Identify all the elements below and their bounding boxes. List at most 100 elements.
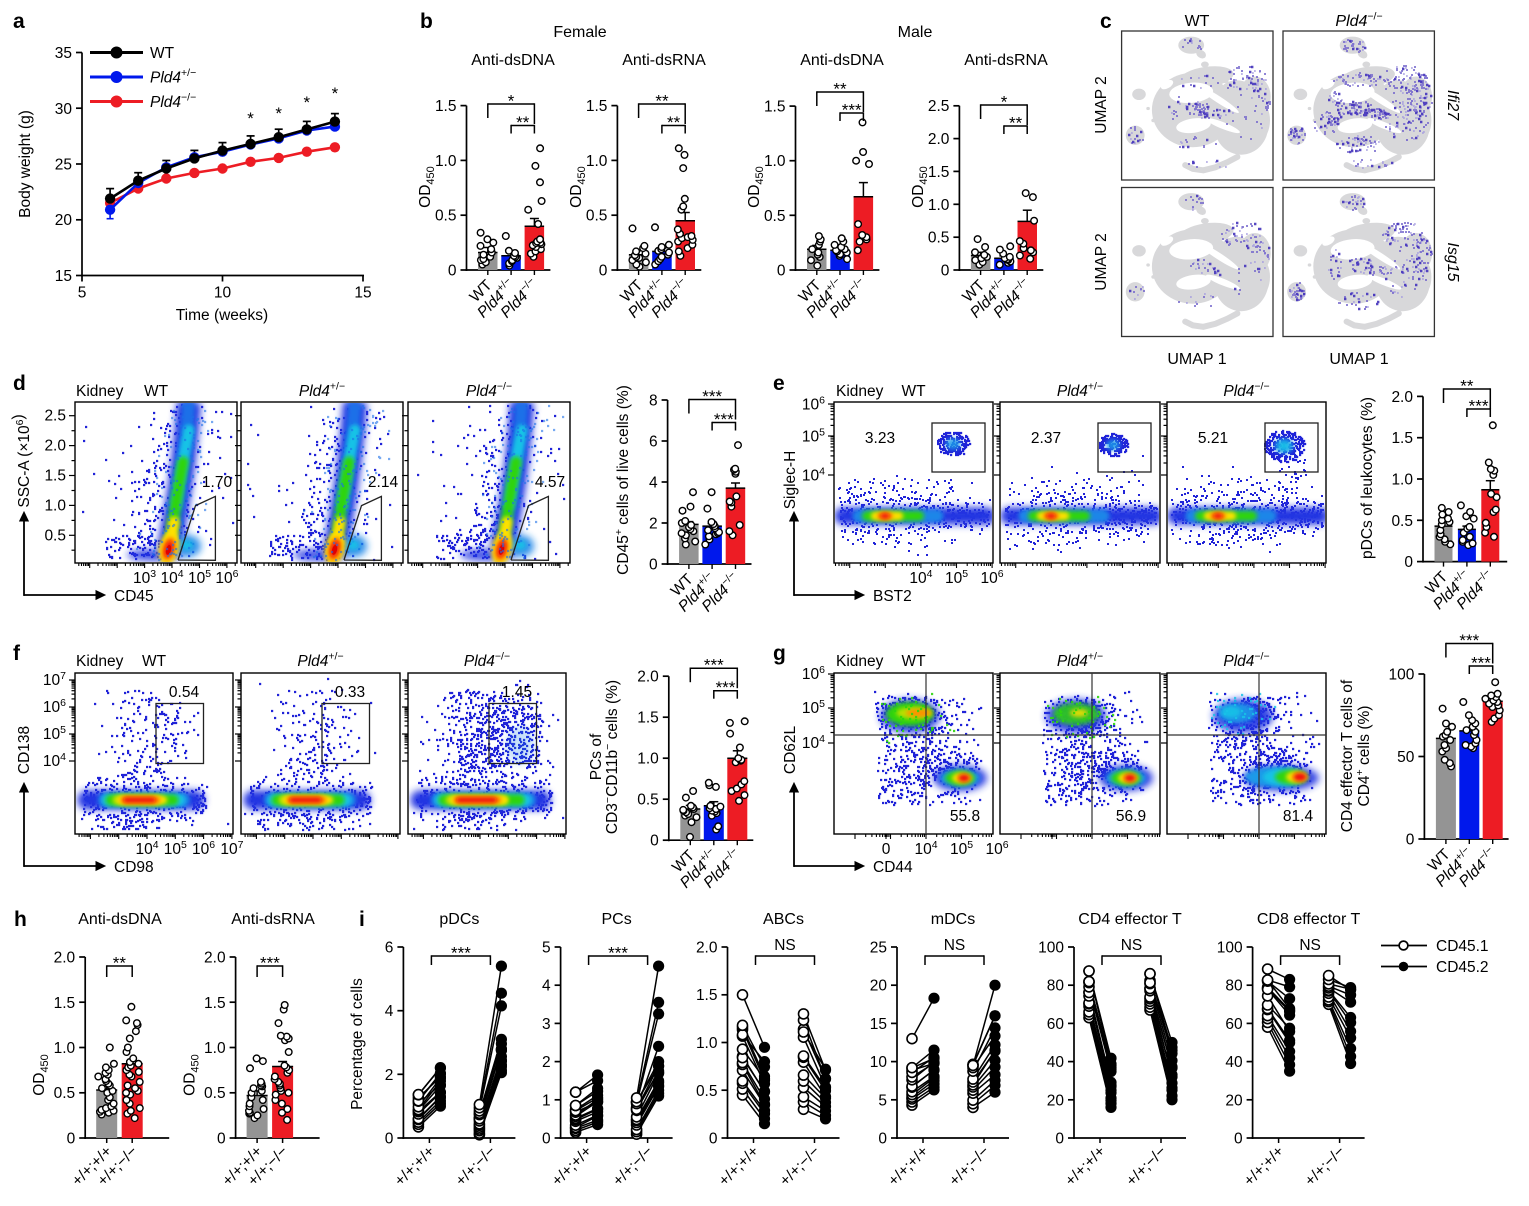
svg-text:0.5: 0.5	[928, 230, 950, 247]
svg-text:4.57: 4.57	[535, 474, 565, 491]
svg-text:4: 4	[649, 475, 658, 492]
svg-text:40: 40	[1047, 1054, 1065, 1071]
svg-text:*: *	[508, 92, 515, 111]
svg-text:PCs of: PCs of	[588, 733, 605, 780]
svg-text:1: 1	[542, 1092, 551, 1109]
svg-text:Pld4−/−: Pld4−/−	[1223, 381, 1269, 401]
svg-text:CD98: CD98	[114, 859, 154, 876]
svg-text:40: 40	[1225, 1054, 1243, 1071]
svg-text:SSC-A (×106): SSC-A (×106)	[10, 414, 33, 507]
svg-text:0: 0	[542, 1131, 551, 1148]
svg-text:Isg15: Isg15	[1444, 242, 1461, 281]
svg-text:Anti-dsDNA: Anti-dsDNA	[78, 911, 162, 928]
svg-text:Pld4+/−: Pld4+/−	[150, 67, 196, 87]
svg-text:1.70: 1.70	[202, 474, 233, 491]
svg-text:4: 4	[542, 978, 551, 995]
svg-text:Pld4−/−: Pld4−/−	[466, 381, 512, 401]
svg-text:***: ***	[260, 954, 280, 973]
svg-text:NS: NS	[1121, 937, 1143, 954]
svg-text:Percentage of cells: Percentage of cells	[349, 978, 366, 1110]
svg-text:d: d	[13, 372, 26, 395]
svg-text:0: 0	[1055, 1131, 1064, 1148]
svg-text:10: 10	[214, 285, 232, 302]
svg-text:NS: NS	[774, 937, 796, 954]
svg-text:2.0: 2.0	[928, 131, 950, 148]
svg-text:Pld4+/−: Pld4+/−	[297, 651, 343, 671]
svg-text:25: 25	[870, 940, 887, 957]
svg-text:5: 5	[542, 940, 551, 957]
svg-text:100: 100	[1217, 940, 1243, 957]
svg-text:***: ***	[842, 101, 862, 120]
svg-text:**: **	[516, 113, 530, 132]
svg-text:**: **	[113, 954, 127, 973]
svg-text:***: ***	[1459, 631, 1479, 650]
svg-text:80: 80	[1047, 978, 1065, 995]
svg-text:0.5: 0.5	[637, 792, 659, 809]
svg-text:***: ***	[1469, 397, 1489, 416]
svg-text:Pld4−/−: Pld4−/−	[464, 651, 510, 671]
svg-text:0: 0	[941, 263, 950, 280]
svg-text:pDCs of leukocytes (%): pDCs of leukocytes (%)	[1359, 397, 1376, 559]
svg-text:0.33: 0.33	[335, 684, 365, 701]
svg-text:Pld4−/−: Pld4−/−	[150, 92, 196, 112]
svg-text:0: 0	[67, 1131, 76, 1148]
svg-text:1.45: 1.45	[502, 684, 532, 701]
svg-text:Anti-dsRNA: Anti-dsRNA	[622, 52, 706, 69]
svg-text:0.5: 0.5	[586, 208, 608, 225]
svg-text:1.5: 1.5	[204, 995, 226, 1012]
svg-text:0: 0	[599, 263, 608, 280]
svg-text:**: **	[667, 113, 681, 132]
svg-text:*: *	[303, 93, 310, 112]
svg-text:WT: WT	[142, 653, 167, 670]
svg-text:35: 35	[55, 45, 72, 62]
svg-text:Anti-dsRNA: Anti-dsRNA	[964, 52, 1048, 69]
svg-text:**: **	[1009, 114, 1023, 133]
svg-text:5.21: 5.21	[1198, 430, 1228, 447]
svg-text:c: c	[1100, 10, 1112, 33]
svg-text:WT: WT	[1185, 13, 1210, 30]
svg-text:15: 15	[55, 268, 72, 285]
svg-text:1.0: 1.0	[54, 1040, 76, 1057]
svg-text:0: 0	[1234, 1131, 1243, 1148]
svg-text:0.5: 0.5	[764, 208, 786, 225]
svg-text:Kidney: Kidney	[836, 383, 884, 400]
svg-text:Pld4−/−: Pld4−/−	[1335, 11, 1382, 31]
svg-text:CD3−CD11b− cells (%): CD3−CD11b− cells (%)	[602, 680, 621, 834]
svg-text:**: **	[833, 80, 847, 99]
svg-text:CD138: CD138	[16, 726, 33, 774]
svg-text:0.5: 0.5	[435, 208, 457, 225]
svg-text:0: 0	[777, 263, 786, 280]
svg-text:UMAP 1: UMAP 1	[1167, 351, 1226, 368]
svg-text:BST2: BST2	[873, 588, 912, 605]
svg-text:2.5: 2.5	[44, 408, 66, 425]
svg-text:0: 0	[385, 1131, 394, 1148]
svg-text:WT: WT	[901, 383, 926, 400]
svg-text:2.0: 2.0	[637, 669, 659, 686]
svg-text:15: 15	[870, 1016, 887, 1033]
svg-text:Siglec-H: Siglec-H	[782, 451, 799, 510]
svg-text:***: ***	[608, 944, 628, 963]
svg-text:PCs: PCs	[601, 911, 631, 928]
svg-text:55.8: 55.8	[950, 808, 980, 825]
svg-text:81.4: 81.4	[1283, 808, 1314, 825]
svg-text:20: 20	[1047, 1092, 1065, 1109]
svg-text:0: 0	[649, 557, 658, 574]
svg-text:0: 0	[650, 833, 659, 850]
svg-text:UMAP 2: UMAP 2	[1093, 233, 1110, 290]
svg-text:0.54: 0.54	[169, 684, 200, 701]
svg-text:1.0: 1.0	[764, 153, 786, 170]
svg-text:0: 0	[448, 263, 457, 280]
svg-text:0: 0	[878, 1131, 887, 1148]
svg-text:CD44: CD44	[873, 859, 913, 876]
svg-text:4: 4	[385, 1003, 394, 1020]
svg-text:Anti-dsRNA: Anti-dsRNA	[231, 911, 315, 928]
svg-text:0: 0	[217, 1131, 226, 1148]
svg-text:*: *	[247, 109, 254, 128]
svg-text:80: 80	[1225, 978, 1243, 995]
svg-text:1.5: 1.5	[435, 98, 457, 115]
svg-text:20: 20	[1225, 1092, 1243, 1109]
svg-text:15: 15	[354, 285, 371, 302]
svg-text:1.0: 1.0	[204, 1040, 226, 1057]
svg-text:2.0: 2.0	[1391, 389, 1413, 406]
svg-text:*: *	[1001, 93, 1008, 112]
